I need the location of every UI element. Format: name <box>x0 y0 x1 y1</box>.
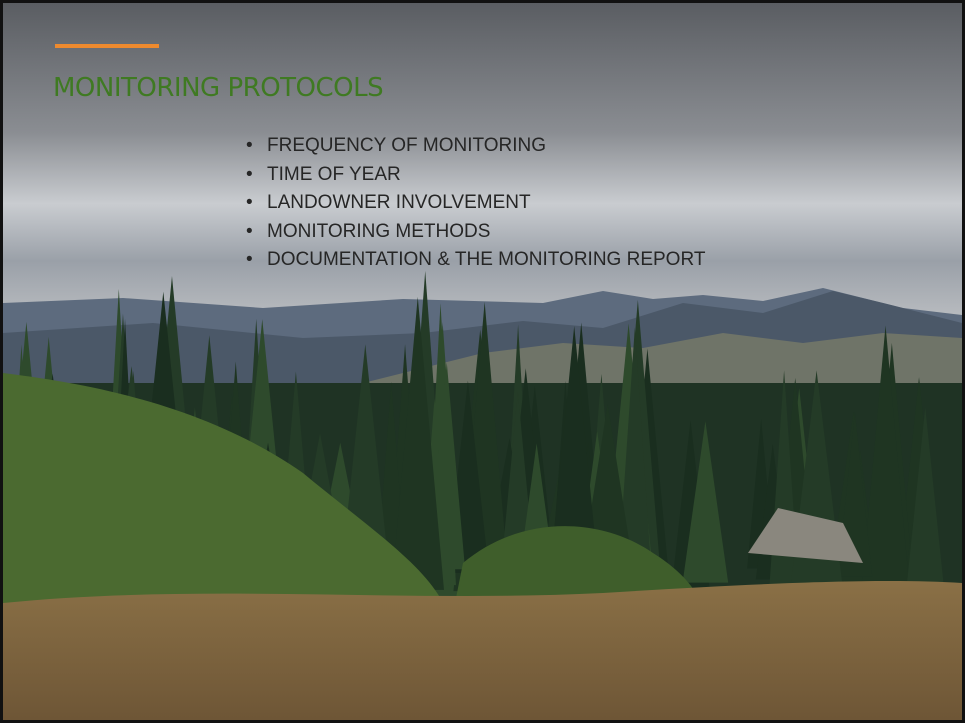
accent-bar <box>55 44 159 48</box>
bullet-item: LANDOWNER INVOLVEMENT <box>246 189 705 218</box>
slide: MONITORING PROTOCOLS FREQUENCY OF MONITO… <box>0 0 965 723</box>
bullet-item: TIME OF YEAR <box>246 161 705 190</box>
bullet-list: FREQUENCY OF MONITORINGTIME OF YEARLANDO… <box>246 132 705 275</box>
bullet-item: MONITORING METHODS <box>246 218 705 247</box>
bullet-item: DOCUMENTATION & THE MONITORING REPORT <box>246 246 705 275</box>
bullet-item: FREQUENCY OF MONITORING <box>246 132 705 161</box>
slide-title: MONITORING PROTOCOLS <box>53 73 383 103</box>
background-photo <box>3 3 962 720</box>
